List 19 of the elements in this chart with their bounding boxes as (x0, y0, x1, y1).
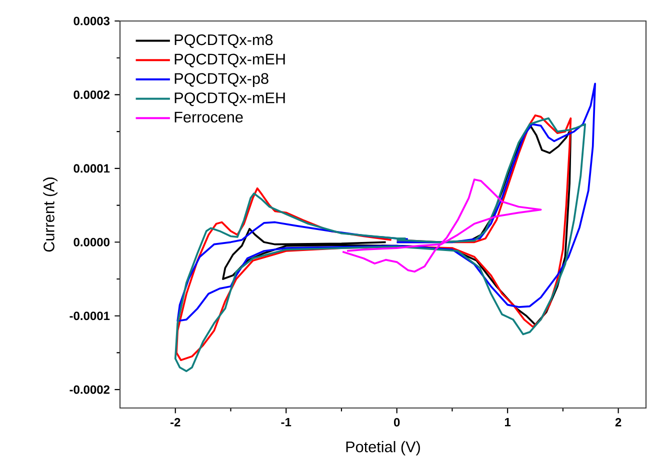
legend-label: PQCDTQx-mEH (174, 92, 285, 106)
x-tick-label: -1 (281, 418, 292, 426)
legend-label: PQCDTQx-p8 (174, 73, 268, 87)
line-series (342, 178, 542, 273)
y-tick-label: 0.0003 (74, 16, 110, 26)
y-axis-title: Current (A) (43, 178, 58, 252)
legend-label: PQCDTQx-m8 (174, 34, 273, 48)
y-tick-label: 0.0001 (74, 164, 110, 173)
x-tick-label: 1 (504, 418, 511, 426)
y-tick-label: -0.0002 (70, 385, 110, 394)
x-tick-label: 0 (394, 418, 400, 427)
x-tick-label: -2 (170, 418, 180, 426)
x-tick-label: 2 (615, 418, 622, 426)
x-axis-title: Potetial (V) (346, 441, 420, 456)
y-tick-label: 0.0000 (74, 238, 110, 246)
legend-label: PQCDTQx-mEH (174, 54, 285, 68)
y-tick-label: 0.0002 (74, 90, 110, 99)
legend-label: Ferrocene (174, 112, 243, 123)
y-tick-label: -0.0001 (70, 312, 110, 320)
